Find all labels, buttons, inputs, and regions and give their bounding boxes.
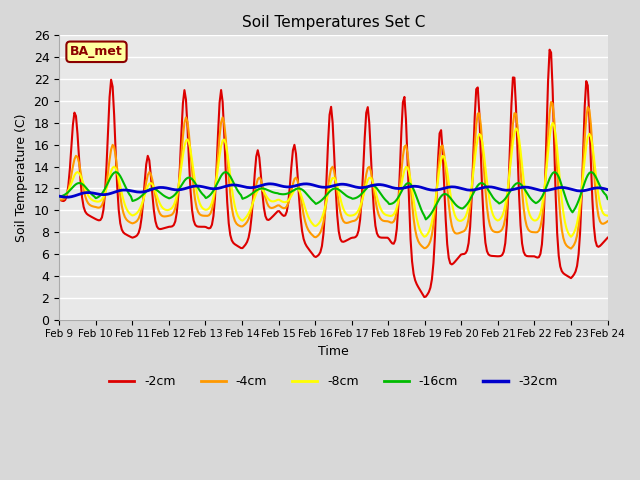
-32cm <box>266 181 274 187</box>
-2cm <box>604 235 611 240</box>
-16cm <box>576 193 584 199</box>
-2cm <box>237 245 244 251</box>
-8cm <box>576 201 584 207</box>
-2cm <box>122 232 130 238</box>
Legend: -2cm, -4cm, -8cm, -16cm, -32cm: -2cm, -4cm, -8cm, -16cm, -32cm <box>104 370 563 393</box>
Line: -4cm: -4cm <box>59 102 607 249</box>
-32cm <box>576 188 584 194</box>
-16cm <box>422 216 429 222</box>
-4cm <box>567 246 575 252</box>
-32cm <box>220 184 228 190</box>
-32cm <box>239 183 246 189</box>
-16cm <box>220 169 228 175</box>
-8cm <box>567 234 575 240</box>
-8cm <box>237 217 244 223</box>
Line: -8cm: -8cm <box>59 123 607 237</box>
-8cm <box>604 213 611 218</box>
-2cm <box>576 229 584 235</box>
-16cm <box>239 196 246 202</box>
-8cm <box>219 138 227 144</box>
Line: -16cm: -16cm <box>59 172 607 219</box>
-2cm <box>546 47 554 53</box>
-32cm <box>298 181 306 187</box>
-32cm <box>55 193 63 199</box>
-4cm <box>122 216 130 222</box>
-8cm <box>122 205 130 211</box>
-8cm <box>246 207 254 213</box>
-4cm <box>219 115 227 120</box>
-16cm <box>112 169 120 175</box>
-2cm <box>420 294 428 300</box>
-4cm <box>295 184 303 190</box>
-16cm <box>297 186 305 192</box>
-32cm <box>124 187 132 193</box>
-4cm <box>576 207 584 213</box>
-4cm <box>604 218 611 224</box>
-8cm <box>548 120 556 126</box>
-16cm <box>55 194 63 200</box>
-2cm <box>55 196 63 202</box>
-4cm <box>547 99 555 105</box>
X-axis label: Time: Time <box>318 345 349 358</box>
-4cm <box>55 196 63 202</box>
Text: BA_met: BA_met <box>70 45 123 58</box>
-16cm <box>604 196 611 202</box>
Title: Soil Temperatures Set C: Soil Temperatures Set C <box>242 15 425 30</box>
-16cm <box>248 191 255 197</box>
-16cm <box>124 189 132 195</box>
-8cm <box>295 187 303 193</box>
Line: -32cm: -32cm <box>59 184 607 197</box>
-4cm <box>246 212 254 217</box>
Line: -2cm: -2cm <box>59 50 607 297</box>
-2cm <box>219 99 227 105</box>
-4cm <box>237 224 244 229</box>
-32cm <box>248 185 255 191</box>
-2cm <box>246 227 254 232</box>
-2cm <box>295 194 303 200</box>
-8cm <box>55 194 63 200</box>
-32cm <box>604 187 611 192</box>
Y-axis label: Soil Temperature (C): Soil Temperature (C) <box>15 113 28 242</box>
-32cm <box>63 194 70 200</box>
